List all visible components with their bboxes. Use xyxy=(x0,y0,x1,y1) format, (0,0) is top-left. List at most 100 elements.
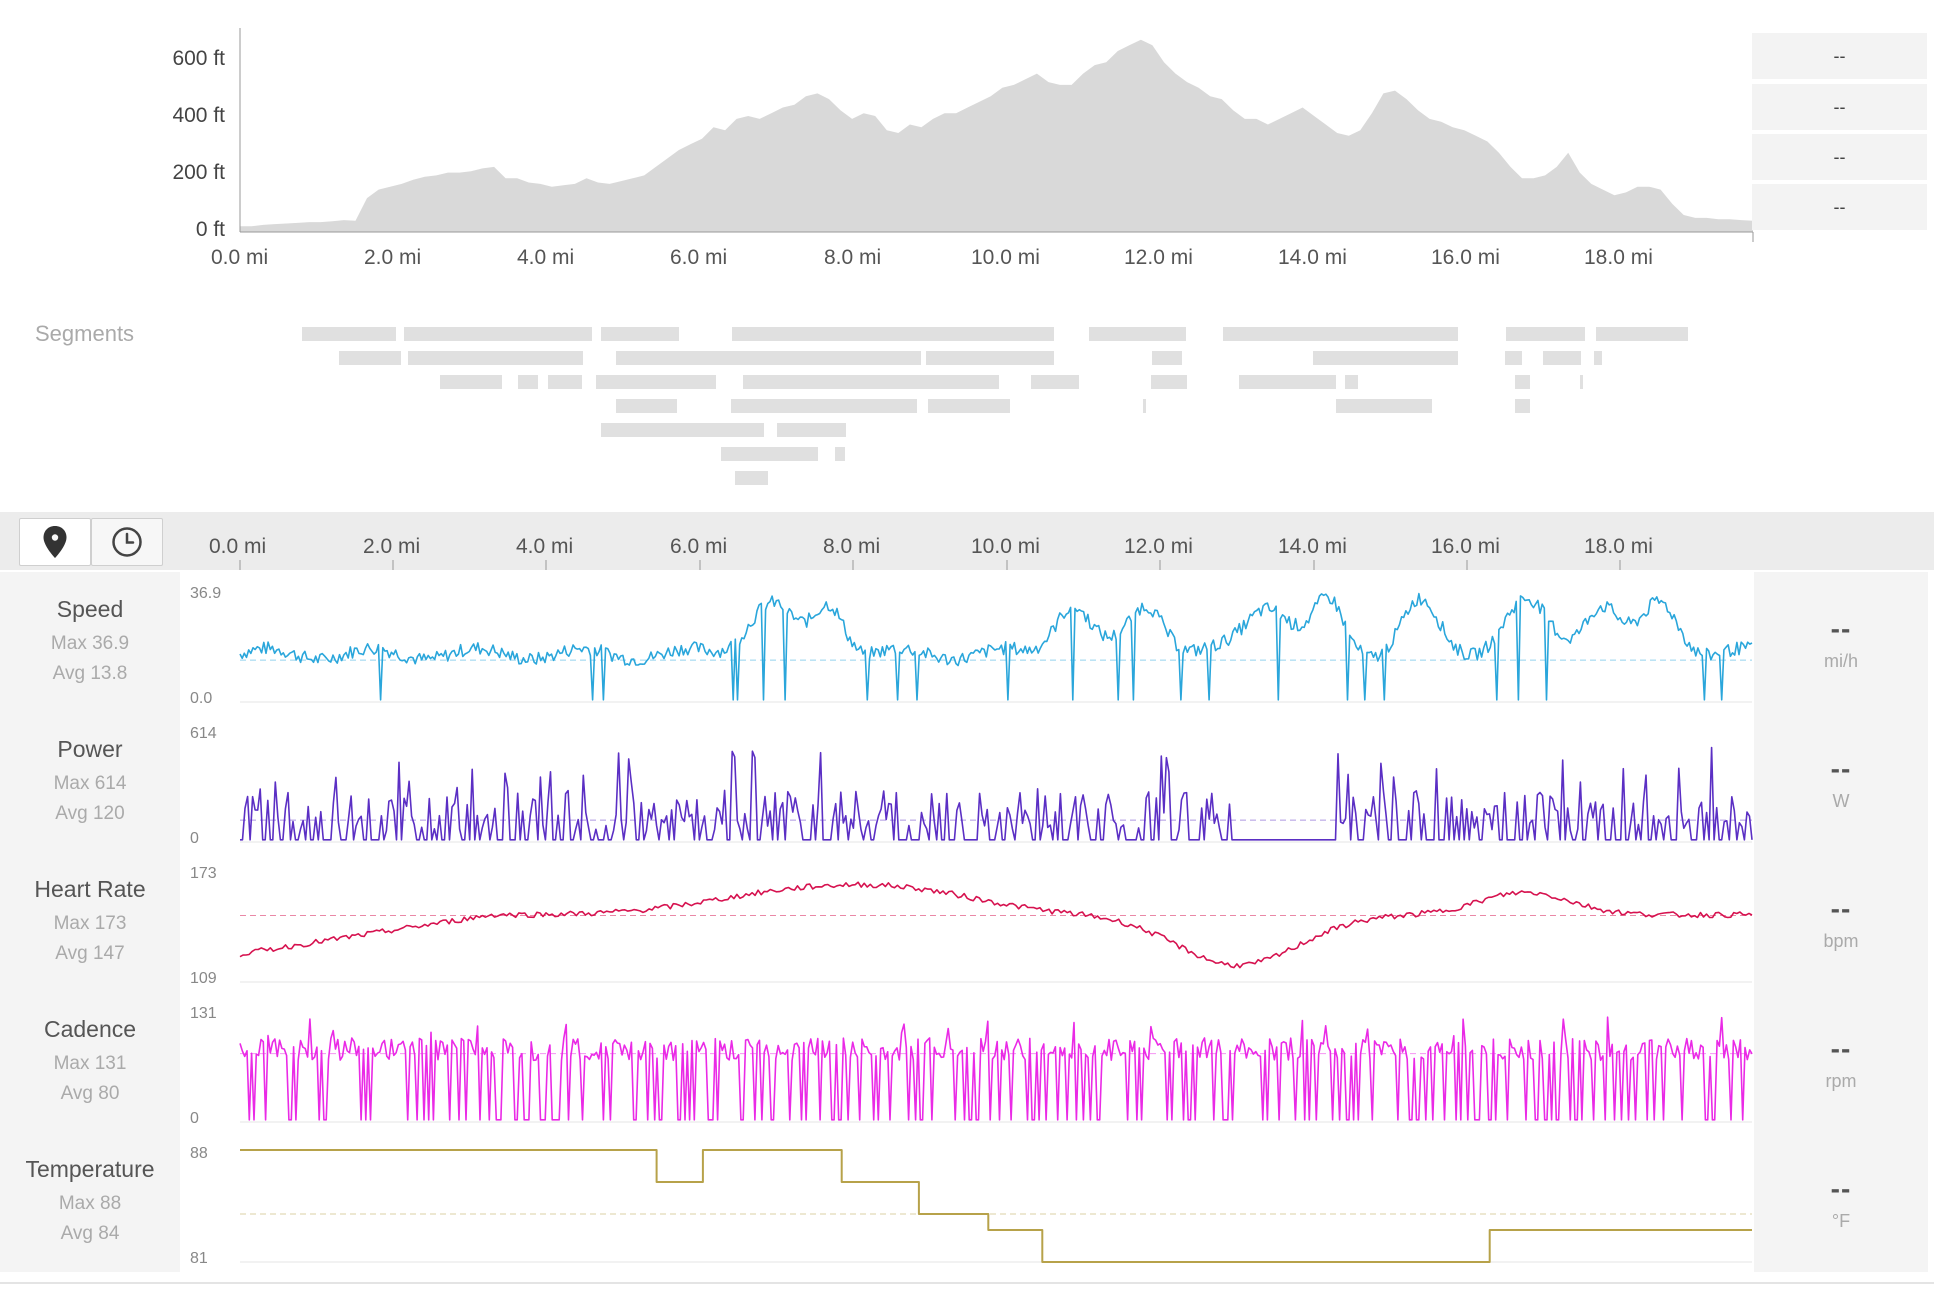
segment-bar[interactable] xyxy=(1313,351,1458,365)
elevation-x-tick: 6.0 mi xyxy=(670,246,728,269)
speed-max: Max 36.9 xyxy=(50,632,130,654)
segment-bar[interactable] xyxy=(1151,375,1187,389)
heart-rate-axis-top: 173 xyxy=(190,865,217,882)
speed-series-line xyxy=(239,592,1753,701)
segment-bar[interactable] xyxy=(1089,327,1186,341)
power-label-panel: Power Max 614 Avg 120 xyxy=(0,712,180,852)
elevation-y-tick: 0 ft xyxy=(195,218,225,241)
elevation-x-tick: 4.0 mi xyxy=(517,246,575,269)
speed-axis-top: 36.9 xyxy=(190,585,221,602)
segment-bar[interactable] xyxy=(721,447,818,461)
segment-bar[interactable] xyxy=(1239,375,1336,389)
cadence-avg: Avg 80 xyxy=(60,1082,120,1104)
segment-bar[interactable] xyxy=(1594,351,1602,365)
segment-bar[interactable] xyxy=(1515,399,1530,413)
segment-bar[interactable] xyxy=(926,351,1054,365)
speed-title: Speed xyxy=(56,595,124,622)
distance-axis-tick: 16.0 mi xyxy=(1431,535,1500,558)
elevation-x-tick: 18.0 mi xyxy=(1584,246,1653,269)
segment-bar[interactable] xyxy=(1505,351,1522,365)
temperature-max: Max 88 xyxy=(58,1192,122,1214)
elevation-area xyxy=(240,39,1753,233)
elevation-readout: -- xyxy=(1752,84,1927,130)
segment-bar[interactable] xyxy=(1143,399,1146,413)
segment-bar[interactable] xyxy=(1152,351,1182,365)
power-title: Power xyxy=(57,735,123,762)
segment-bar[interactable] xyxy=(731,399,917,413)
temperature-axis-top: 88 xyxy=(190,1145,208,1162)
temperature-row: Temperature Max 88 Avg 84 88 81 -- °F xyxy=(0,1132,1934,1272)
segment-bar[interactable] xyxy=(1506,327,1585,341)
segment-bar[interactable] xyxy=(408,351,583,365)
heart-rate-max: Max 173 xyxy=(53,912,127,934)
segment-bar[interactable] xyxy=(835,447,845,461)
segment-bar[interactable] xyxy=(616,399,677,413)
segment-bar[interactable] xyxy=(1345,375,1358,389)
temperature-readout: -- xyxy=(1830,1172,1852,1204)
power-series-line xyxy=(240,746,1753,841)
temperature-avg: Avg 84 xyxy=(60,1222,120,1244)
distance-axis-tick: 2.0 mi xyxy=(363,535,421,558)
power-chart[interactable]: 614 0 xyxy=(180,712,1754,852)
segment-bar[interactable] xyxy=(596,375,716,389)
segment-bar[interactable] xyxy=(616,351,921,365)
elevation-x-tick: 2.0 mi xyxy=(364,246,422,269)
elevation-y-tick: 400 ft xyxy=(172,104,225,127)
speed-chart[interactable]: 36.9 0.0 xyxy=(180,572,1754,712)
time-mode-button[interactable] xyxy=(91,518,163,566)
cadence-readout: -- xyxy=(1830,1032,1852,1064)
power-avg: Avg 120 xyxy=(55,802,125,824)
heart-rate-chart[interactable]: 173 109 xyxy=(180,852,1754,992)
segment-bar[interactable] xyxy=(440,375,502,389)
distance-axis-tick: 10.0 mi xyxy=(971,535,1040,558)
cadence-axis-bottom: 0 xyxy=(190,1110,199,1127)
segment-bar[interactable] xyxy=(1515,375,1530,389)
speed-axis-bottom: 0.0 xyxy=(190,690,212,707)
segment-bar[interactable] xyxy=(1596,327,1688,341)
segment-bar[interactable] xyxy=(735,471,768,485)
temperature-title: Temperature xyxy=(25,1155,155,1182)
segment-bar[interactable] xyxy=(1543,351,1581,365)
segment-bar[interactable] xyxy=(743,375,999,389)
chart-toolbar: 0.0 mi 2.0 mi 4.0 mi 6.0 mi 8.0 mi 10.0 … xyxy=(0,512,1934,570)
elevation-y-tick: 600 ft xyxy=(172,47,225,70)
power-unit: W xyxy=(1832,790,1850,811)
map-pin-icon xyxy=(43,526,67,558)
distance-axis-tick: 8.0 mi xyxy=(823,535,881,558)
distance-mode-button[interactable] xyxy=(19,518,91,566)
segment-bar[interactable] xyxy=(1336,399,1432,413)
segment-bar[interactable] xyxy=(601,423,764,437)
segment-bar[interactable] xyxy=(404,327,592,341)
segment-bar[interactable] xyxy=(1031,375,1079,389)
cadence-readout-panel: -- rpm xyxy=(1754,992,1928,1132)
segment-bar[interactable] xyxy=(601,327,679,341)
bottom-border xyxy=(0,1282,1934,1284)
elevation-x-tick: 16.0 mi xyxy=(1431,246,1500,269)
segment-bar[interactable] xyxy=(928,399,1010,413)
heart-rate-title: Heart Rate xyxy=(34,875,146,902)
segment-bar[interactable] xyxy=(339,351,401,365)
temperature-label-panel: Temperature Max 88 Avg 84 xyxy=(0,1132,180,1272)
segment-bar[interactable] xyxy=(548,375,582,389)
segment-bar[interactable] xyxy=(518,375,538,389)
cadence-chart[interactable]: 131 0 xyxy=(180,992,1754,1132)
temperature-chart[interactable]: 88 81 xyxy=(180,1132,1754,1272)
cadence-max: Max 131 xyxy=(53,1052,127,1074)
segment-bar[interactable] xyxy=(1580,375,1583,389)
segment-bar[interactable] xyxy=(302,327,396,341)
heart_rate-series-line xyxy=(239,881,1753,969)
elevation-y-tick: 200 ft xyxy=(172,161,225,184)
heart-rate-label-panel: Heart Rate Max 173 Avg 147 xyxy=(0,852,180,992)
elevation-chart[interactable] xyxy=(230,28,1760,248)
distance-axis-tick: 14.0 mi xyxy=(1278,535,1347,558)
speed-avg: Avg 13.8 xyxy=(52,662,128,684)
segment-bar[interactable] xyxy=(1223,327,1458,341)
elevation-readout: -- xyxy=(1752,134,1927,180)
cadence-row: Cadence Max 131 Avg 80 131 0 -- rpm xyxy=(0,992,1934,1132)
distance-axis-tick: 6.0 mi xyxy=(670,535,728,558)
segment-bar[interactable] xyxy=(777,423,846,437)
heart-rate-avg: Avg 147 xyxy=(55,942,125,964)
segment-bar[interactable] xyxy=(732,327,1054,341)
speed-readout-panel: -- mi/h xyxy=(1754,572,1928,712)
